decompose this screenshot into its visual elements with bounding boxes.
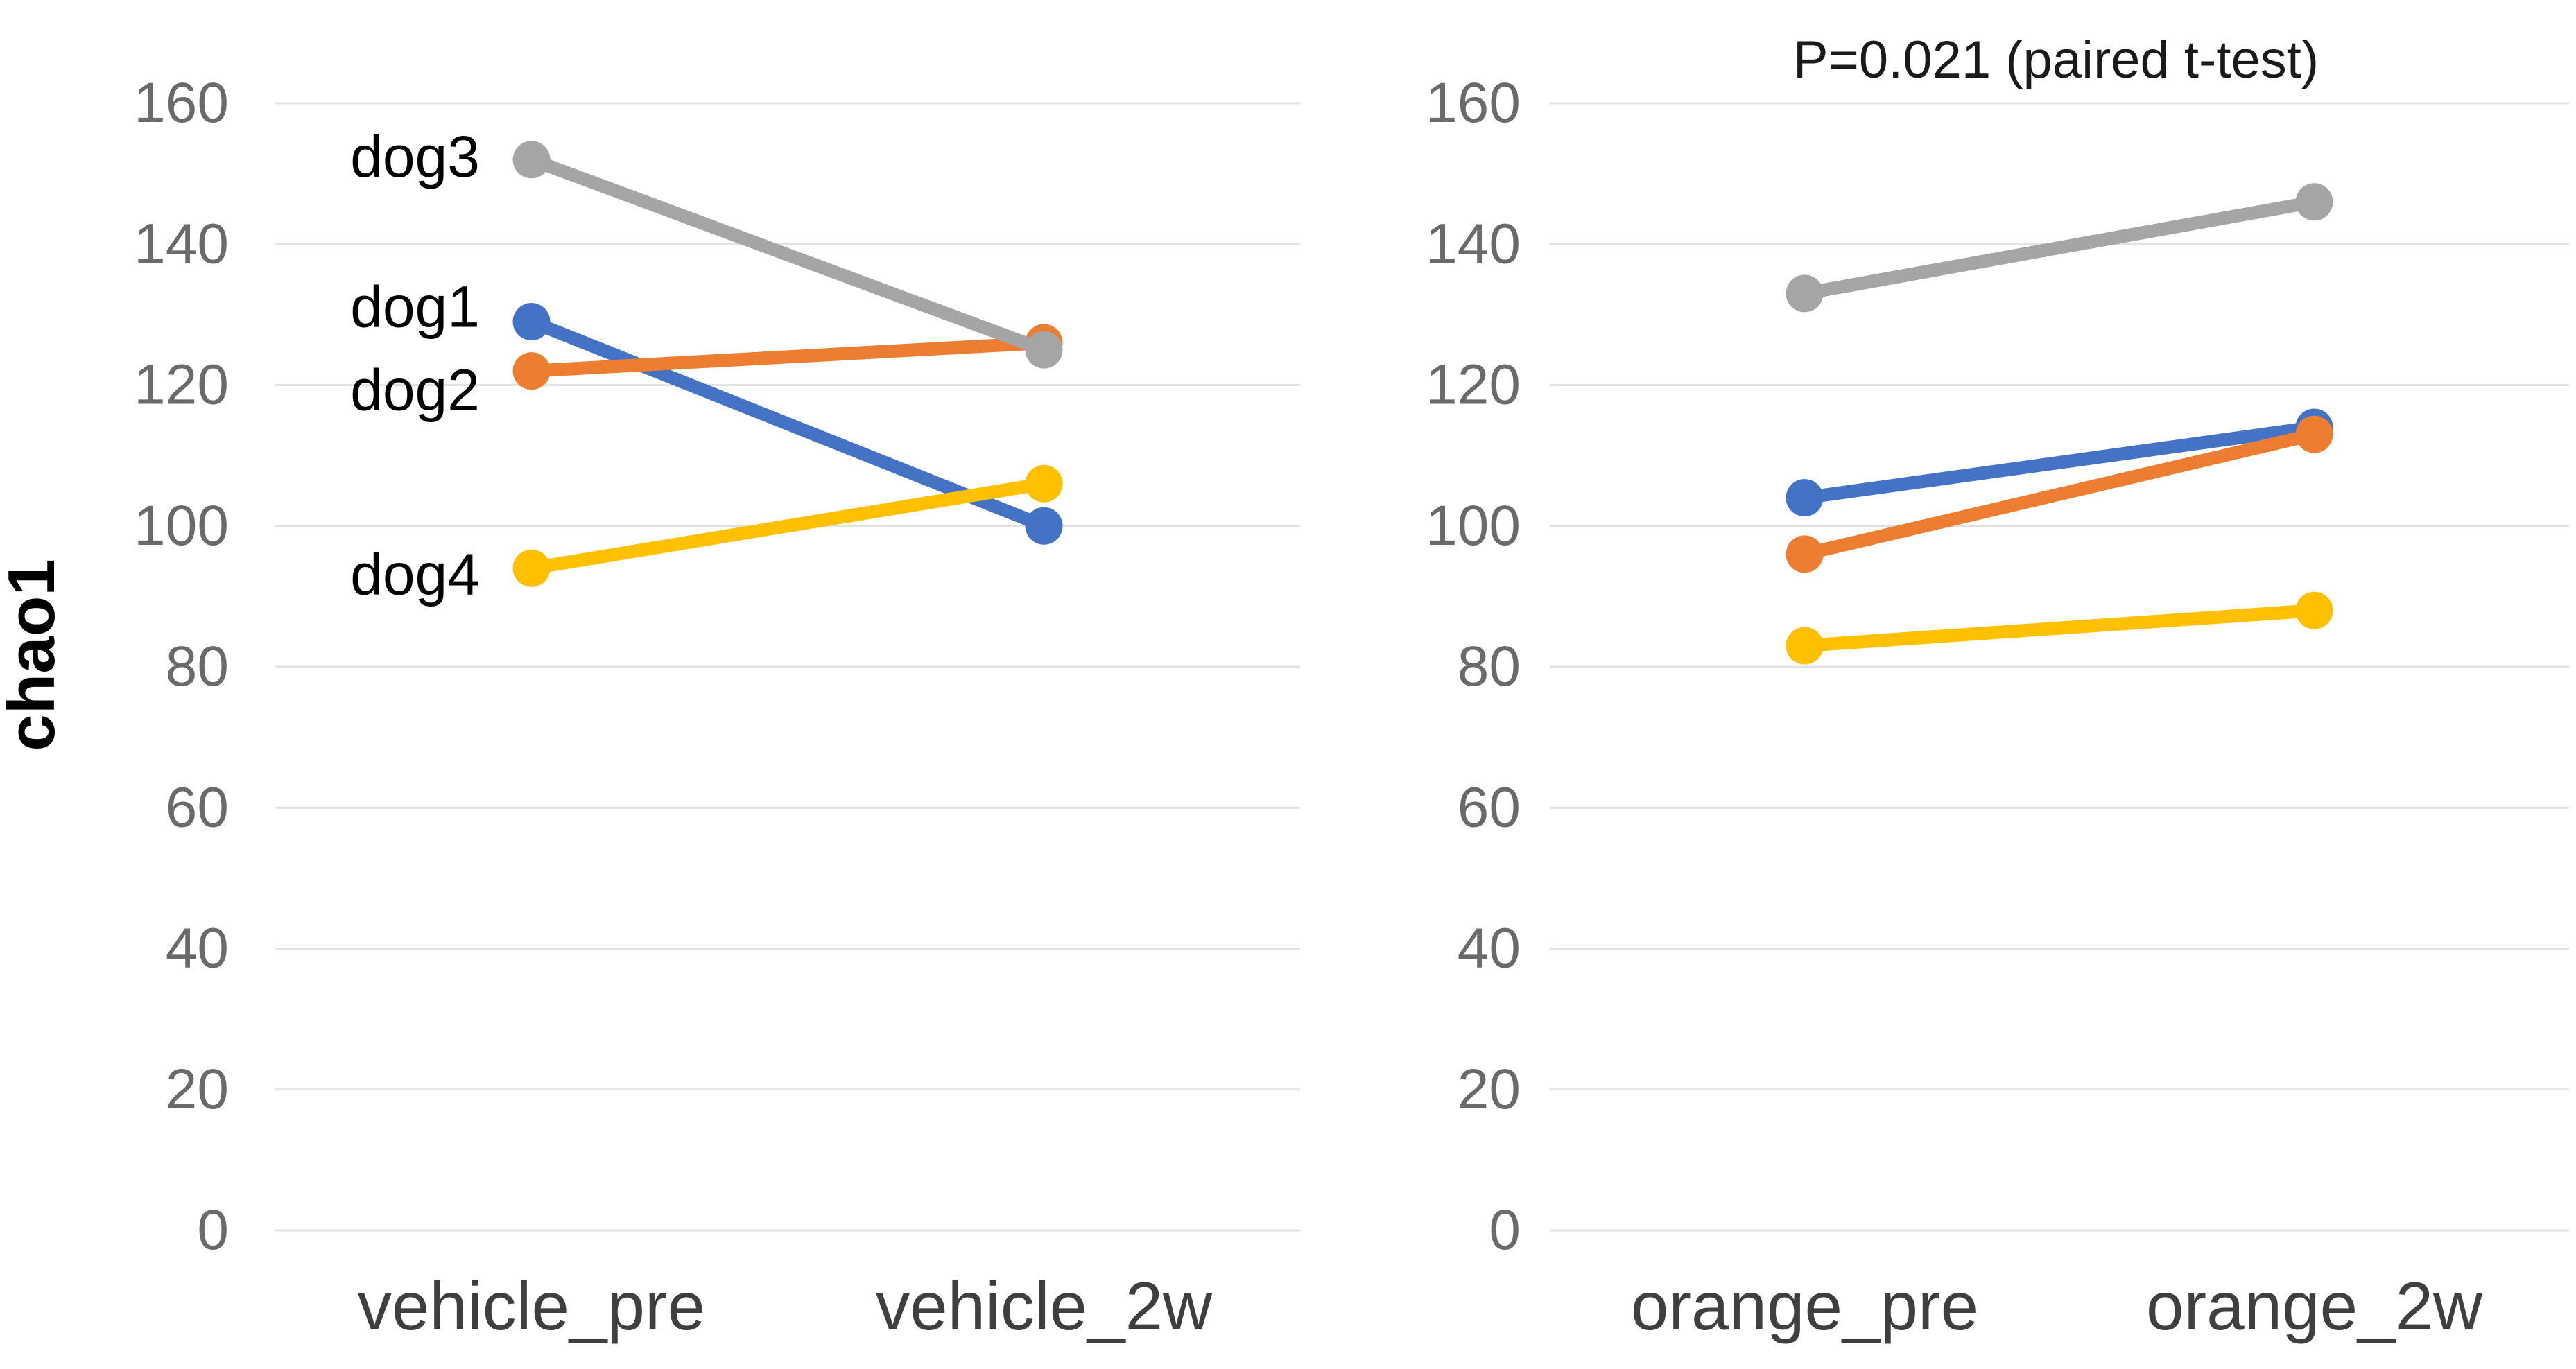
chart-1: 160 140 120 100 80 60 40 20 0 orange_pre orange_2w: [1426, 71, 2569, 1344]
series-label-dog1: dog1: [350, 274, 480, 339]
series-point-dog4-orange_pre: [1786, 627, 1824, 665]
series-point-dog3-orange_2w: [2295, 183, 2333, 221]
series-label-dog2: dog2: [350, 357, 480, 422]
y-tick-label: 140: [1426, 212, 1521, 275]
series-point-dog3-vehicle_2w: [1025, 331, 1063, 369]
x-axis-label-vehicle_2w: vehicle_2w: [876, 1268, 1213, 1344]
y-tick-label: 40: [166, 917, 229, 980]
series-point-dog1-orange_pre: [1786, 479, 1824, 517]
y-tick-label: 100: [1426, 494, 1521, 557]
charts-group: 160 140 120 100 80 60 40 20 0 vehicle_pre vehicle_…: [134, 71, 2569, 1344]
y-tick-label: 160: [134, 71, 229, 134]
series-point-dog2-vehicle_pre: [512, 352, 551, 390]
y-tick-label: 0: [197, 1198, 229, 1262]
y-tick-label: 40: [1458, 917, 1521, 980]
series-point-dog4-orange_2w: [2295, 591, 2333, 629]
series-point-dog1-vehicle_pre: [512, 303, 551, 341]
series-point-dog3-vehicle_pre: [512, 141, 551, 179]
y-tick-label: 0: [1489, 1198, 1521, 1262]
series-line-dog3: [529, 153, 1046, 356]
y-tick-label: 60: [1458, 776, 1521, 839]
series-line-dog1: [1804, 421, 2315, 505]
pvalue-annotation: P=0.021 (paired t-test): [1793, 30, 2319, 89]
series-line-dog2: [1803, 428, 2316, 561]
series-point-dog4-vehicle_pre: [512, 549, 551, 587]
series-point-dog3-orange_pre: [1786, 274, 1824, 313]
series-point-dog2-orange_pre: [1786, 535, 1824, 573]
series-line-dog4: [530, 477, 1046, 575]
y-tick-label: 20: [1458, 1058, 1521, 1121]
y-tick-label: 20: [166, 1058, 229, 1121]
y-tick-label: 80: [1458, 635, 1521, 698]
series-line-dog4: [1804, 604, 2315, 652]
y-tick-label: 140: [134, 212, 229, 275]
series-label-dog3: dog3: [350, 124, 480, 189]
series-point-dog4-vehicle_2w: [1025, 464, 1063, 503]
y-tick-label: 60: [166, 776, 229, 839]
series-line-dog2: [530, 336, 1045, 378]
y-tick-label: 80: [166, 635, 229, 698]
series-line-dog3: [1803, 195, 2316, 300]
y-tick-label: 120: [1426, 354, 1521, 417]
y-axis-title: chao1: [0, 559, 69, 751]
y-tick-label: 120: [134, 354, 229, 417]
series-point-dog1-vehicle_2w: [1025, 507, 1063, 545]
chart-0: 160 140 120 100 80 60 40 20 0 vehicle_pre vehicle_…: [134, 71, 1300, 1344]
series-point-dog2-orange_2w: [2295, 415, 2333, 453]
x-axis-label-orange_pre: orange_pre: [1631, 1268, 1978, 1344]
x-axis-label-orange_2w: orange_2w: [2146, 1268, 2483, 1344]
y-tick-label: 160: [1426, 71, 1521, 134]
y-tick-label: 100: [134, 494, 229, 557]
series-label-dog4: dog4: [350, 542, 480, 607]
x-axis-label-vehicle_pre: vehicle_pre: [358, 1268, 705, 1344]
